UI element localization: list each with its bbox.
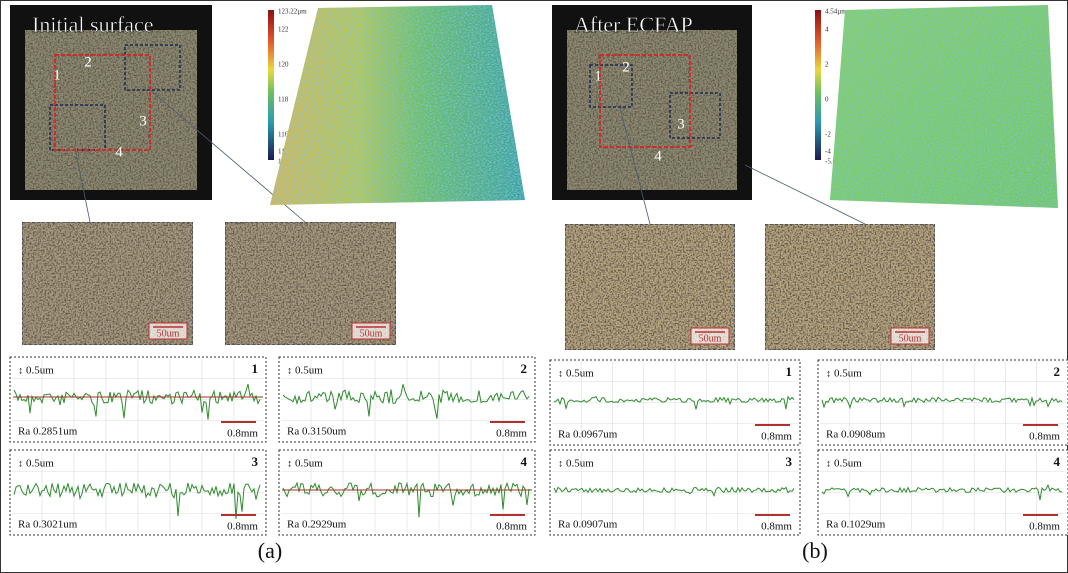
region-box: [124, 44, 181, 91]
ra-label: Ra 0.0967um: [558, 429, 618, 441]
amplitude-label: 0.5um: [834, 458, 862, 470]
length-label: 0.8mm: [1029, 521, 1060, 533]
colorbar-label: 2: [825, 61, 829, 69]
scale-label: 50um: [699, 333, 722, 344]
colorbar-label: 118: [278, 96, 289, 104]
profile-id: 3: [252, 454, 259, 469]
ra-label: Ra 0.3021um: [18, 519, 78, 531]
amplitude-mark: ↕: [287, 365, 292, 376]
length-label: 0.8mm: [227, 521, 258, 533]
profile-id: 4: [521, 454, 528, 469]
profile-id: 1: [786, 364, 793, 379]
profile-id: 2: [521, 361, 528, 376]
profile-trace: [553, 395, 795, 411]
profile-trace: [821, 483, 1063, 501]
profile-id: 4: [1054, 454, 1061, 469]
region-label: 2: [84, 54, 92, 70]
region-label: 1: [53, 67, 61, 83]
panel-label: (a): [258, 538, 282, 563]
link-line: [744, 164, 866, 225]
amplitude-label: 0.5um: [295, 365, 323, 377]
profile-id: 2: [1054, 364, 1061, 379]
colorbar-label: 116: [278, 131, 289, 139]
amplitude-mark: ↕: [826, 458, 831, 469]
amplitude-label: 0.5um: [26, 458, 54, 470]
colorbar-label: 123.22µm: [278, 8, 307, 16]
colorbar-label: -2: [825, 131, 831, 139]
profile-trace: [553, 486, 795, 497]
amplitude-mark: ↕: [558, 368, 563, 379]
ra-label: Ra 0.0907um: [558, 519, 618, 531]
amplitude-label: 0.5um: [295, 458, 323, 470]
colorbar-label: 4: [825, 26, 829, 34]
ra-label: Ra 0.3150um: [287, 426, 347, 438]
scan-path: [599, 54, 691, 148]
colorbar-label: 0: [825, 96, 829, 104]
length-label: 0.8mm: [761, 521, 792, 533]
amplitude-mark: ↕: [18, 365, 23, 376]
sample-surface: [567, 30, 737, 190]
scale-label: 50um: [157, 328, 180, 339]
link-line: [74, 147, 91, 223]
panel-label: (b): [802, 538, 828, 563]
height-map: [830, 5, 1058, 208]
profile-trace: [13, 383, 261, 420]
link-line: [619, 107, 651, 225]
profile-trace: [282, 481, 530, 518]
length-label: 0.8mm: [227, 428, 258, 440]
profile-trace: [821, 395, 1063, 410]
colorbar-label: 122: [278, 26, 289, 34]
region-box: [589, 64, 633, 108]
amplitude-mark: ↕: [826, 368, 831, 379]
length-label: 0.8mm: [761, 431, 792, 443]
colorbar-label: 120: [278, 61, 289, 69]
profile-id: 1: [252, 361, 259, 376]
region-label: 3: [139, 113, 147, 129]
amplitude-label: 0.5um: [834, 368, 862, 380]
region-label: 4: [654, 148, 662, 164]
profile-trace: [13, 481, 261, 519]
colorbar-label: 4.54µm: [825, 8, 847, 16]
length-label: 0.8mm: [1029, 431, 1060, 443]
profile-id: 3: [786, 454, 793, 469]
region-label: 2: [622, 59, 630, 75]
amplitude-label: 0.5um: [26, 365, 54, 377]
colorbar: [815, 10, 821, 160]
colorbar: [268, 10, 274, 160]
ra-label: Ra 0.1029um: [826, 519, 886, 531]
profile-trace: [282, 384, 530, 419]
region-label: 4: [115, 144, 123, 160]
scale-label: 50um: [899, 333, 922, 344]
ra-label: Ra 0.2851um: [18, 426, 78, 438]
colorbar-label: -5.07: [825, 158, 840, 166]
photo-title: After ECFAP: [574, 12, 693, 37]
region-box: [49, 104, 106, 151]
ra-label: Ra 0.0908um: [826, 429, 886, 441]
region-label: 3: [677, 116, 685, 132]
photo-title: Initial surface: [32, 12, 154, 37]
length-label: 0.8mm: [496, 428, 527, 440]
amplitude-mark: ↕: [287, 458, 292, 469]
scan-path: [54, 54, 151, 151]
amplitude-mark: ↕: [558, 458, 563, 469]
region-label: 1: [594, 68, 602, 84]
height-map: [270, 5, 525, 205]
colorbar-label: -4: [825, 148, 831, 156]
amplitude-label: 0.5um: [566, 458, 594, 470]
scale-label: 50um: [360, 328, 383, 339]
ra-label: Ra 0.2929um: [287, 519, 347, 531]
region-box: [669, 92, 721, 139]
length-label: 0.8mm: [496, 521, 527, 533]
sample-surface: [25, 30, 197, 190]
amplitude-mark: ↕: [18, 458, 23, 469]
amplitude-label: 0.5um: [566, 368, 594, 380]
